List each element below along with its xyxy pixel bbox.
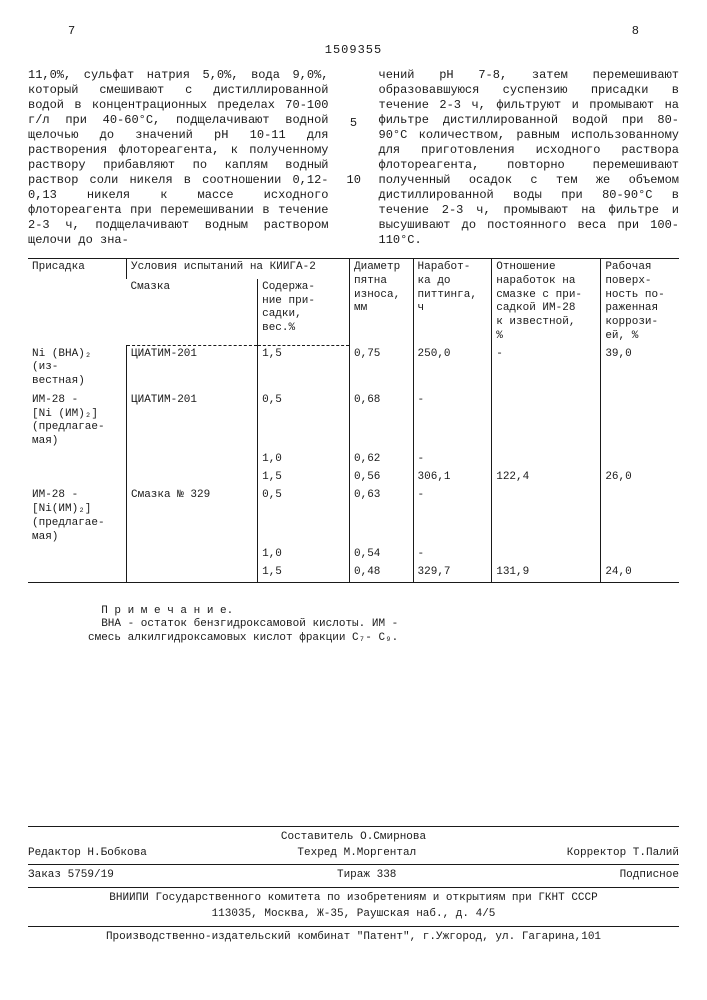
table-cell: 0,5 <box>258 487 350 547</box>
table-cell <box>601 391 679 451</box>
table-cell: 0,75 <box>350 346 414 392</box>
table-cell: 0,48 <box>350 564 414 582</box>
publisher-address: 113035, Москва, Ж-35, Раушская наб., д. … <box>28 908 679 922</box>
col-header: Наработ- ка до питтинга, ч <box>413 259 492 346</box>
table-cell: 250,0 <box>413 346 492 392</box>
table-cell <box>492 391 601 451</box>
table-cell: 0,63 <box>350 487 414 547</box>
table-cell: 1,0 <box>258 546 350 564</box>
table-cell: 0,68 <box>350 391 414 451</box>
table-cell <box>127 451 258 469</box>
table-row: ИМ-28 - [Ni (ИМ)₂] (предлагае- мая)ЦИАТИ… <box>28 391 679 451</box>
table-cell <box>492 451 601 469</box>
table-cell: 329,7 <box>413 564 492 582</box>
table-cell: - <box>413 391 492 451</box>
table-cell: ЦИАТИМ-201 <box>127 346 258 392</box>
table-cell: - <box>413 546 492 564</box>
order-number: Заказ 5759/19 <box>28 869 114 883</box>
document-number: 1509355 <box>28 43 679 58</box>
line-number: 10 <box>347 173 361 188</box>
table-cell: 0,56 <box>350 469 414 487</box>
table-cell: - <box>413 487 492 547</box>
table-note: П р и м е ч а н и е. ВНА - остаток бензг… <box>88 591 679 646</box>
table-cell <box>127 469 258 487</box>
column-left: 11,0%, сульфат натрия 5,0%, вода 9,0%, к… <box>28 68 329 248</box>
table-cell: ЦИАТИМ-201 <box>127 391 258 451</box>
imprint-block: Составитель О.Смирнова Редактор Н.Бобков… <box>28 826 679 945</box>
table-cell: - <box>492 346 601 392</box>
table-cell: 26,0 <box>601 469 679 487</box>
subscription: Подписное <box>620 869 679 883</box>
table-row: 1,00,62- <box>28 451 679 469</box>
line-number: 5 <box>347 116 361 131</box>
col-header: Условия испытаний на КИИГА-2 <box>127 259 350 279</box>
table-cell <box>492 546 601 564</box>
tirazh: Тираж 338 <box>337 869 396 883</box>
table-cell <box>28 469 127 487</box>
note-label: П р и м е ч а н и е. <box>101 605 233 617</box>
table-row: Ni (BHA)₂ (из- вестная)ЦИАТИМ-2011,50,75… <box>28 346 679 392</box>
table-cell: 122,4 <box>492 469 601 487</box>
compiler: Составитель О.Смирнова <box>28 831 679 845</box>
table-cell <box>601 546 679 564</box>
table-row: 1,50,56306,1122,426,0 <box>28 469 679 487</box>
publisher-org: ВНИИПИ Государственного комитета по изоб… <box>28 892 679 906</box>
table-cell: 131,9 <box>492 564 601 582</box>
table-cell <box>28 451 127 469</box>
table-cell <box>28 546 127 564</box>
printing-house: Производственно-издательский комбинат "П… <box>28 931 679 945</box>
table-row: 1,50,48329,7131,924,0 <box>28 564 679 582</box>
page-left: 7 <box>68 24 75 39</box>
col-subheader: Смазка <box>127 279 258 346</box>
note-text: ВНА - остаток бензгидроксамовой кислоты.… <box>88 618 398 644</box>
col-subheader: Содержа- ние при- садки, вес.% <box>258 279 350 346</box>
table-cell: 0,5 <box>258 391 350 451</box>
col-header: Отношение наработок на смазке с при- сад… <box>492 259 601 346</box>
table-cell: 0,62 <box>350 451 414 469</box>
editor: Редактор Н.Бобкова <box>28 847 147 861</box>
table-cell <box>127 564 258 582</box>
table-cell: Ni (BHA)₂ (из- вестная) <box>28 346 127 392</box>
techred: Техред М.Моргентал <box>297 847 416 861</box>
table-cell: 1,5 <box>258 564 350 582</box>
table-cell: 24,0 <box>601 564 679 582</box>
table-row: ИМ-28 - [Ni(ИМ)₂] (предлагае- мая)Смазка… <box>28 487 679 547</box>
table-cell: - <box>413 451 492 469</box>
table-cell <box>601 487 679 547</box>
col-header: Диаметр пятна износа, мм <box>350 259 414 346</box>
table-cell: 306,1 <box>413 469 492 487</box>
table-cell: 1,5 <box>258 346 350 392</box>
table-cell <box>492 487 601 547</box>
table-row: 1,00,54- <box>28 546 679 564</box>
body-text: 11,0%, сульфат натрия 5,0%, вода 9,0%, к… <box>28 68 679 248</box>
table-cell: ИМ-28 - [Ni(ИМ)₂] (предлагае- мая) <box>28 487 127 547</box>
column-right: чений pH 7-8, затем перемешивают образов… <box>379 68 680 248</box>
table-cell: 1,5 <box>258 469 350 487</box>
col-header: Присадка <box>28 259 127 346</box>
col-header: Рабочая поверх- ность по- раженная корро… <box>601 259 679 346</box>
table-cell: 0,54 <box>350 546 414 564</box>
corrector: Корректор Т.Палий <box>567 847 679 861</box>
table-cell <box>601 451 679 469</box>
results-table: Присадка Условия испытаний на КИИГА-2 Ди… <box>28 258 679 583</box>
table-cell <box>28 564 127 582</box>
page-right: 8 <box>632 24 639 39</box>
table-cell: 1,0 <box>258 451 350 469</box>
table-cell: Смазка № 329 <box>127 487 258 547</box>
line-numbers: 5 10 <box>347 68 361 248</box>
table-cell: 39,0 <box>601 346 679 392</box>
table-cell <box>127 546 258 564</box>
table-cell: ИМ-28 - [Ni (ИМ)₂] (предлагае- мая) <box>28 391 127 451</box>
